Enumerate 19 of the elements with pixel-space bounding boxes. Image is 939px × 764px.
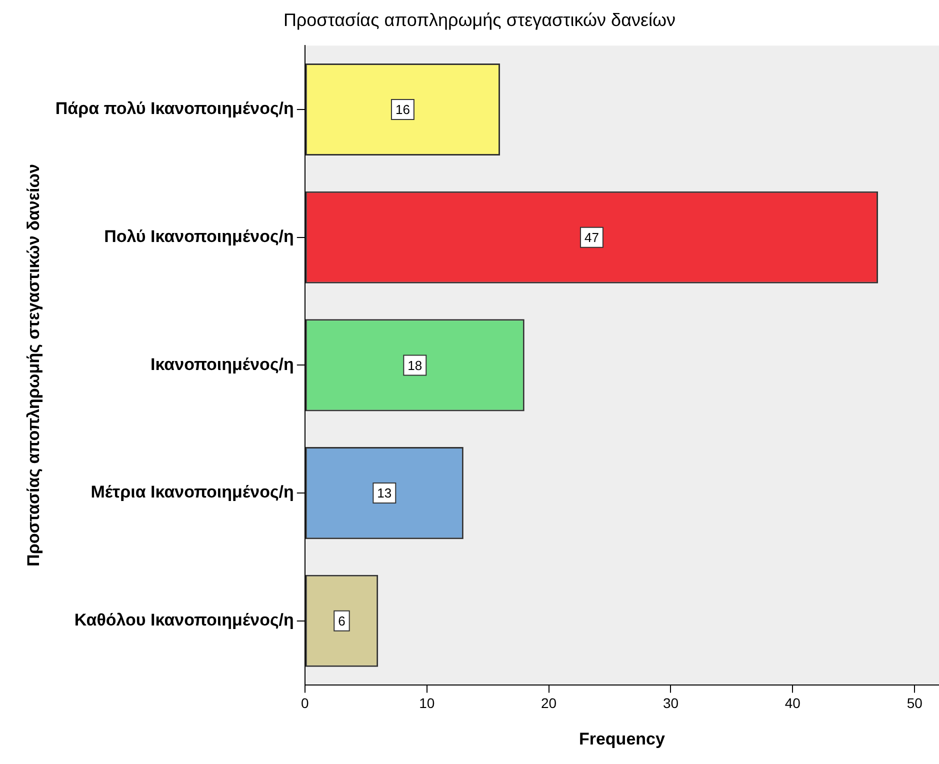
x-tick-label: 30: [662, 695, 679, 712]
y-tick-label: Μέτρια Ικανοποιημένος/η: [90, 482, 294, 502]
x-tick-label: 20: [541, 695, 557, 712]
data-label: 6: [338, 613, 346, 628]
data-label: 16: [395, 102, 410, 118]
y-tick-label: Ικανοποιημένος/η: [150, 354, 294, 374]
x-tick-label: 40: [784, 695, 801, 712]
y-tick-label: Πάρα πολύ Ικανοποιημένος/η: [55, 99, 294, 118]
data-label: 47: [584, 230, 599, 245]
x-tick-label: 0: [301, 695, 310, 712]
x-axis-title: Frequency: [578, 729, 666, 748]
chart-title: Προστασίας αποπληρωμής στεγαστικών δανείων: [283, 10, 676, 30]
x-tick-label: 50: [906, 695, 923, 712]
data-label: 13: [377, 486, 392, 501]
y-tick-label: Πολύ Ικανοποιημένος/η: [104, 227, 294, 246]
y-tick-label: Καθόλου Ικανοποιημένος/η: [74, 610, 294, 630]
y-axis-title: Προστασίας αποπληρωμής στεγαστικών δανείων: [24, 164, 43, 566]
x-tick-label: 10: [419, 695, 435, 712]
data-label: 18: [408, 358, 422, 373]
